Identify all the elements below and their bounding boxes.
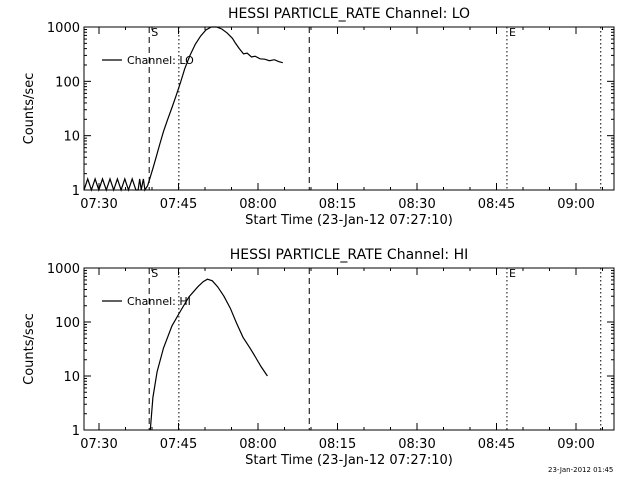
chart-title: HESSI PARTICLE_RATE Channel: LO [228, 6, 470, 22]
x-tick-label: 08:00 [239, 437, 276, 452]
marker-label-s: S [151, 26, 158, 39]
x-tick-label: 07:45 [160, 437, 197, 452]
marker-label-e: E [509, 267, 516, 280]
series-line [83, 26, 283, 192]
x-tick-label: 09:00 [557, 197, 594, 212]
x-tick-label: 08:00 [239, 197, 276, 212]
y-tick-label: 1 [72, 424, 80, 439]
y-tick-label: 1 [72, 184, 80, 199]
y-tick-label: 10 [63, 130, 80, 145]
marker-label-e: E [509, 26, 516, 39]
x-tick-label: 08:15 [319, 197, 356, 212]
y-tick-label: 1000 [47, 21, 80, 36]
chart-panel-0: HESSI PARTICLE_RATE Channel: LO 07:30 07:4… [22, 6, 615, 228]
y-tick-label: 100 [55, 75, 80, 90]
marker-label-s: S [151, 267, 158, 280]
x-tick-label: 08:15 [319, 437, 356, 452]
x-tick-label: 07:45 [160, 197, 197, 212]
x-tick-label: 07:30 [80, 437, 117, 452]
x-tick-label: 08:30 [398, 197, 435, 212]
x-tick-label: 08:45 [478, 437, 515, 452]
plot-frame [83, 267, 615, 431]
plot-frame [83, 26, 615, 191]
chart-title: HESSI PARTICLE_RATE Channel: HI [230, 247, 468, 263]
y-tick-label: 100 [55, 316, 80, 331]
x-axis-label: Start Time (23-Jan-12 07:27:10) [245, 213, 453, 228]
x-axis-label: Start Time (23-Jan-12 07:27:10) [245, 453, 453, 468]
x-tick-label: 08:45 [478, 197, 515, 212]
footer-timestamp: 23-Jan-2012 01:45 [548, 466, 614, 474]
x-tick-label: 07:30 [80, 197, 117, 212]
y-axis-label: Counts/sec [22, 73, 37, 145]
y-tick-label: 1000 [47, 262, 80, 277]
legend-label: Channel: HI [127, 295, 191, 308]
x-tick-label: 08:30 [398, 437, 435, 452]
y-tick-label: 10 [63, 370, 80, 385]
series-line [149, 278, 268, 431]
x-tick-label: 09:00 [557, 437, 594, 452]
chart-panel-1: HESSI PARTICLE_RATE Channel: HI 07:30 07:4… [22, 247, 615, 468]
y-axis-label: Counts/sec [22, 313, 37, 385]
legend-label: Channel: LO [127, 54, 194, 67]
